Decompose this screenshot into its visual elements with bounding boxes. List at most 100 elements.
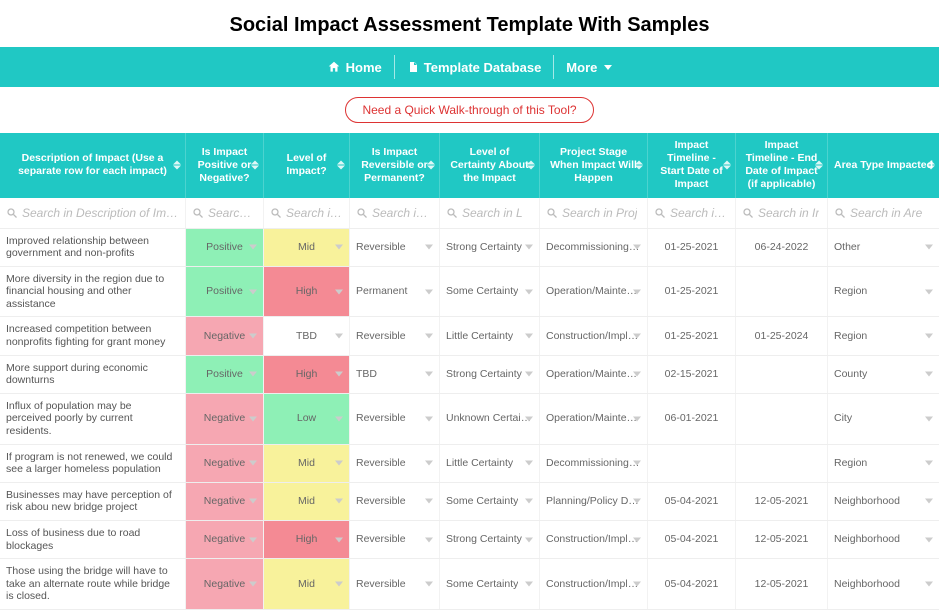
cell-area[interactable]: County [828,356,939,393]
chevron-down-icon[interactable] [525,537,533,542]
chevron-down-icon[interactable] [425,582,433,587]
cell-end-date[interactable]: 12-05-2021 [736,483,828,520]
chevron-down-icon[interactable] [633,372,641,377]
column-header[interactable]: Description of Impact (Use a separate ro… [0,133,186,198]
cell-start-date[interactable]: 01-25-2021 [648,229,736,266]
column-filter[interactable]: Search in Is [186,198,264,228]
column-header[interactable]: Project Stage When Impact Will Happen [540,133,648,198]
chevron-down-icon[interactable] [249,289,257,294]
column-filter[interactable]: Search in L [264,198,350,228]
chevron-down-icon[interactable] [335,372,343,377]
cell-area[interactable]: Region [828,317,939,354]
cell-posneg[interactable]: Negative [186,559,264,609]
cell-level[interactable]: Low [264,394,350,444]
sort-icon[interactable] [251,161,259,170]
cell-end-date[interactable]: 12-05-2021 [736,559,828,609]
cell-stage[interactable]: Operation/Maintena... [540,356,648,393]
chevron-down-icon[interactable] [335,499,343,504]
cell-start-date[interactable]: 01-25-2021 [648,267,736,317]
chevron-down-icon[interactable] [425,499,433,504]
cell-level[interactable]: Mid [264,483,350,520]
chevron-down-icon[interactable] [925,289,933,294]
sort-icon[interactable] [927,161,935,170]
chevron-down-icon[interactable] [249,334,257,339]
sort-icon[interactable] [723,161,731,170]
cell-reversible[interactable]: Reversible [350,445,440,482]
cell-stage[interactable]: Decommissioning/Ab... [540,229,648,266]
cell-end-date[interactable]: 12-05-2021 [736,521,828,558]
cell-level[interactable]: Mid [264,445,350,482]
chevron-down-icon[interactable] [525,372,533,377]
cell-start-date[interactable]: 05-04-2021 [648,483,736,520]
chevron-down-icon[interactable] [249,537,257,542]
chevron-down-icon[interactable] [249,416,257,421]
column-filter[interactable]: Search in Proj [540,198,648,228]
cell-reversible[interactable]: Reversible [350,521,440,558]
column-filter[interactable]: Search in Description of Impa [0,198,186,228]
nav-template-db[interactable]: Template Database [394,55,554,79]
cell-level[interactable]: TBD [264,317,350,354]
cell-area[interactable]: Neighborhood [828,559,939,609]
cell-level[interactable]: High [264,521,350,558]
column-header[interactable]: Level of Certainty About the Impact [440,133,540,198]
chevron-down-icon[interactable] [249,372,257,377]
cell-reversible[interactable]: TBD [350,356,440,393]
cell-end-date[interactable] [736,267,828,317]
chevron-down-icon[interactable] [525,245,533,250]
cell-area[interactable]: Region [828,267,939,317]
chevron-down-icon[interactable] [525,582,533,587]
cell-level[interactable]: High [264,356,350,393]
sort-icon[interactable] [527,161,535,170]
cell-certainty[interactable]: Strong Certainty [440,521,540,558]
chevron-down-icon[interactable] [925,582,933,587]
chevron-down-icon[interactable] [925,537,933,542]
cell-reversible[interactable]: Reversible [350,317,440,354]
cell-certainty[interactable]: Unknown Certainty [440,394,540,444]
column-header[interactable]: Area Type Impacted [828,133,939,198]
chevron-down-icon[interactable] [335,245,343,250]
cell-area[interactable]: Neighborhood [828,521,939,558]
column-filter[interactable]: Search in Ir [736,198,828,228]
chevron-down-icon[interactable] [425,372,433,377]
cell-posneg[interactable]: Negative [186,445,264,482]
cell-start-date[interactable]: 01-25-2021 [648,317,736,354]
sort-icon[interactable] [173,161,181,170]
cell-stage[interactable]: Construction/Implem... [540,521,648,558]
cell-stage[interactable]: Decommissioning/Ab... [540,445,648,482]
chevron-down-icon[interactable] [633,499,641,504]
chevron-down-icon[interactable] [925,372,933,377]
cell-stage[interactable]: Construction/Implem... [540,317,648,354]
chevron-down-icon[interactable] [249,499,257,504]
cell-reversible[interactable]: Reversible [350,229,440,266]
cell-reversible[interactable]: Permanent [350,267,440,317]
chevron-down-icon[interactable] [633,582,641,587]
chevron-down-icon[interactable] [633,416,641,421]
cell-certainty[interactable]: Little Certainty [440,445,540,482]
cell-start-date[interactable]: 05-04-2021 [648,521,736,558]
cell-posneg[interactable]: Negative [186,483,264,520]
chevron-down-icon[interactable] [925,499,933,504]
chevron-down-icon[interactable] [925,245,933,250]
chevron-down-icon[interactable] [425,289,433,294]
chevron-down-icon[interactable] [425,537,433,542]
cell-posneg[interactable]: Negative [186,521,264,558]
cell-start-date[interactable] [648,445,736,482]
chevron-down-icon[interactable] [335,582,343,587]
chevron-down-icon[interactable] [249,461,257,466]
column-filter[interactable]: Search in Are [828,198,939,228]
chevron-down-icon[interactable] [633,461,641,466]
chevron-down-icon[interactable] [525,499,533,504]
cell-area[interactable]: Other [828,229,939,266]
chevron-down-icon[interactable] [925,461,933,466]
column-filter[interactable]: Search in Ir [648,198,736,228]
cell-posneg[interactable]: Positive [186,356,264,393]
cell-stage[interactable]: Operation/Maintena... [540,267,648,317]
cell-start-date[interactable]: 06-01-2021 [648,394,736,444]
chevron-down-icon[interactable] [335,537,343,542]
chevron-down-icon[interactable] [633,537,641,542]
cell-level[interactable]: Mid [264,559,350,609]
sort-icon[interactable] [815,161,823,170]
cell-posneg[interactable]: Negative [186,394,264,444]
sort-icon[interactable] [635,161,643,170]
cell-stage[interactable]: Operation/Maintena... [540,394,648,444]
